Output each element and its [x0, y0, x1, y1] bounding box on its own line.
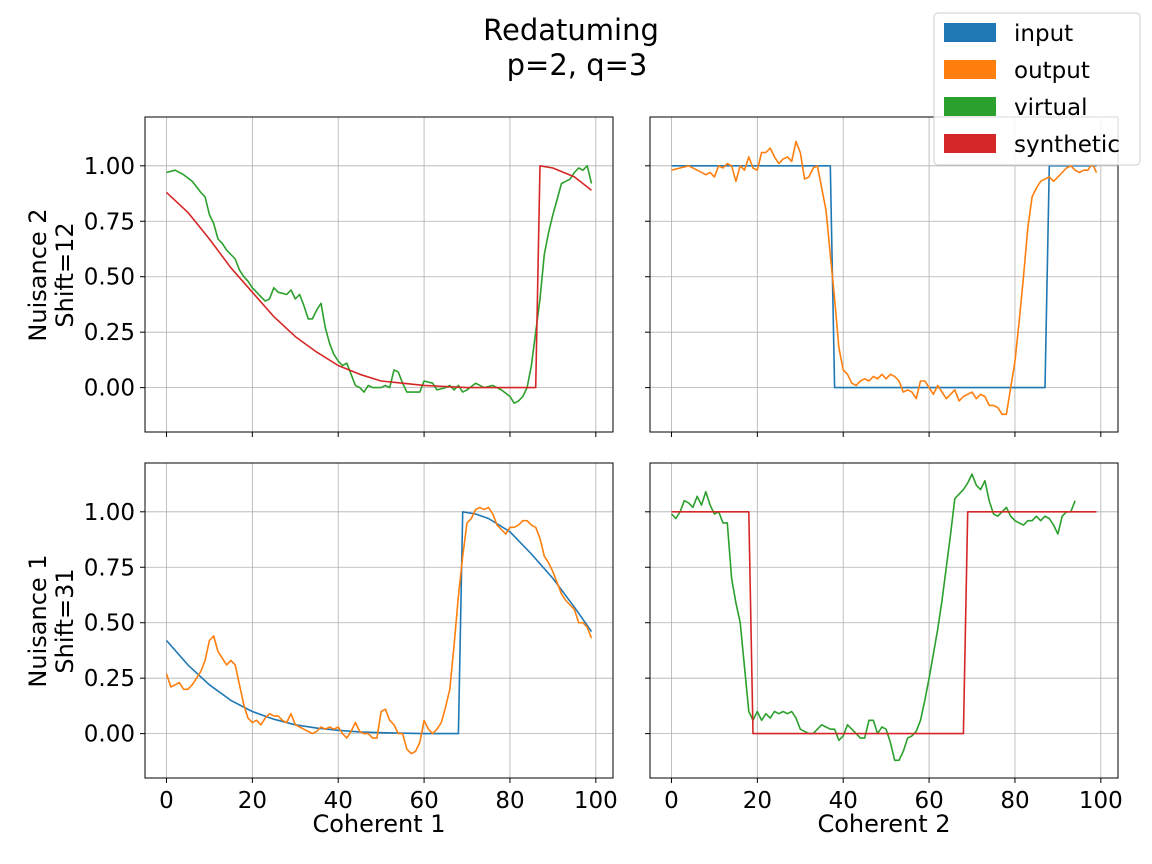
- series-line-virtual: [670, 473, 1076, 762]
- legend-swatch-synthetic: [944, 134, 996, 153]
- series-line-virtual: [166, 165, 593, 405]
- y-tick-label: 0.75: [84, 209, 135, 235]
- y-tick-label: 0.00: [84, 722, 135, 748]
- x-tick-label: 20: [238, 788, 267, 814]
- series-line-input: [165, 510, 593, 735]
- y-tick-label: 0.75: [84, 555, 135, 581]
- axes-frame: [144, 116, 614, 433]
- panel-top-left: 0.00 0.25 0.50 0.75 1.00: [84, 116, 614, 437]
- row-label-bottom-line2: Shift=31: [51, 568, 79, 673]
- x-tick-label: 80: [1000, 788, 1029, 814]
- x-tick-label: 100: [574, 788, 618, 814]
- legend-label-input: input: [1014, 21, 1073, 47]
- x-tick-label: 100: [1079, 788, 1123, 814]
- axes-frame: [649, 462, 1119, 779]
- panel-bottom-left: 0 20 40 60 80 100 0.00 0.25 0.50 0.75 1.00: [84, 462, 618, 814]
- x-tick-label: 0: [664, 788, 679, 814]
- x-tick-label: 40: [829, 788, 858, 814]
- figure-title-line2: p=2, q=3: [507, 48, 648, 82]
- legend: input output virtual synthetic: [933, 12, 1141, 166]
- row-label-top-line2: Shift=12: [51, 222, 79, 327]
- x-tick-label: 60: [914, 788, 943, 814]
- legend-frame: [933, 12, 1141, 166]
- y-tick-label: 1.00: [84, 154, 135, 180]
- row-label-bottom: Nuisance 1 Shift=31: [24, 554, 79, 687]
- legend-swatch-output: [944, 60, 996, 79]
- panel-bottom-right: 0 20 40 60 80 100: [645, 462, 1123, 814]
- panel-top-right: [645, 116, 1119, 437]
- xlabel-coherent-2: Coherent 2: [817, 810, 950, 838]
- series-line-output: [165, 506, 593, 755]
- axes-frame: [144, 462, 614, 779]
- x-tick-label: 0: [159, 788, 174, 814]
- y-tick-label: 0.25: [84, 666, 135, 692]
- axes-frame: [649, 116, 1119, 433]
- y-tick-label: 0.50: [84, 265, 135, 291]
- y-tick-label: 0.00: [84, 376, 135, 402]
- row-label-top-line1: Nuisance 2: [24, 208, 52, 341]
- x-tick-label: 60: [409, 788, 438, 814]
- row-label-bottom-line1: Nuisance 1: [24, 554, 52, 687]
- y-tick-label: 0.50: [84, 611, 135, 637]
- x-tick-label: 20: [743, 788, 772, 814]
- legend-swatch-input: [944, 23, 996, 42]
- legend-label-synthetic: synthetic: [1014, 132, 1120, 158]
- xlabel-coherent-1: Coherent 1: [312, 810, 445, 838]
- series-line-synthetic: [165, 165, 592, 389]
- series-line-output: [671, 140, 1098, 416]
- x-tick-label: 80: [495, 788, 524, 814]
- y-tick-label: 1.00: [84, 500, 135, 526]
- legend-swatch-virtual: [944, 97, 996, 116]
- legend-label-output: output: [1014, 58, 1090, 84]
- legend-label-virtual: virtual: [1014, 95, 1088, 121]
- figure-title-line1: Redatuming: [483, 13, 659, 47]
- x-tick-label: 40: [324, 788, 353, 814]
- row-label-top: Nuisance 2 Shift=12: [24, 208, 79, 341]
- y-tick-label: 0.25: [84, 320, 135, 346]
- series-line-synthetic: [671, 510, 1097, 735]
